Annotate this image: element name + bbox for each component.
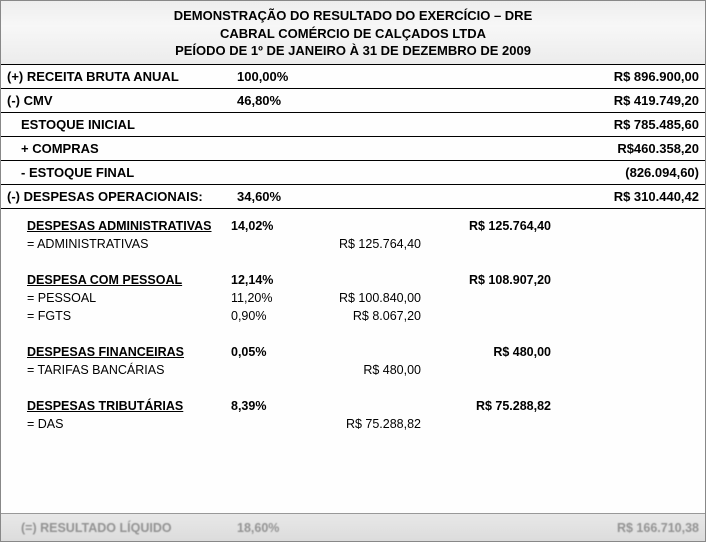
group-title: DESPESAS TRIBUTÁRIAS: [7, 399, 231, 413]
amount: R$460.358,20: [549, 141, 699, 156]
amount: R$ 785.485,60: [549, 117, 699, 132]
expense-breakdown: DESPESAS ADMINISTRATIVAS 14,02% R$ 125.7…: [1, 209, 705, 457]
group-title: DESPESA COM PESSOAL: [7, 273, 231, 287]
group-total: R$ 480,00: [431, 345, 551, 359]
label: (+) RECEITA BRUTA ANUAL: [7, 69, 237, 84]
label: (-) DESPESAS OPERACIONAIS:: [7, 189, 237, 204]
group-title: DESPESAS ADMINISTRATIVAS: [7, 219, 231, 233]
item-label: = ADMINISTRATIVAS: [7, 237, 231, 251]
group-header: DESPESA COM PESSOAL 12,14% R$ 108.907,20: [7, 271, 699, 289]
report-header: DEMONSTRAÇÃO DO RESULTADO DO EXERCÍCIO –…: [1, 1, 705, 65]
group-total: R$ 125.764,40: [431, 219, 551, 233]
item-value: R$ 100.840,00: [311, 291, 431, 305]
group-header: DESPESAS TRIBUTÁRIAS 8,39% R$ 75.288,82: [7, 397, 699, 415]
pct: 34,60%: [237, 189, 337, 204]
item-label: = DAS: [7, 417, 231, 431]
label: (-) CMV: [7, 93, 237, 108]
group-title: DESPESAS FINANCEIRAS: [7, 345, 231, 359]
label: - ESTOQUE FINAL: [7, 165, 237, 180]
group-item: = FGTS 0,90% R$ 8.067,20: [7, 307, 699, 325]
amount: R$ 166.710,38: [549, 521, 699, 535]
group-item: = PESSOAL 11,20% R$ 100.840,00: [7, 289, 699, 307]
item-value: R$ 125.764,40: [311, 237, 431, 251]
group-item: = DAS R$ 75.288,82: [7, 415, 699, 433]
item-value: R$ 8.067,20: [311, 309, 431, 323]
amount: R$ 896.900,00: [549, 69, 699, 84]
group-admin: DESPESAS ADMINISTRATIVAS 14,02% R$ 125.7…: [7, 217, 699, 253]
row-estoque-final: - ESTOQUE FINAL (826.094,60): [1, 161, 705, 185]
dre-page: DEMONSTRAÇÃO DO RESULTADO DO EXERCÍCIO –…: [0, 0, 706, 542]
group-pct: 12,14%: [231, 273, 311, 287]
group-financeiras: DESPESAS FINANCEIRAS 0,05% R$ 480,00 = T…: [7, 343, 699, 379]
group-pct: 14,02%: [231, 219, 311, 233]
label: + COMPRAS: [7, 141, 237, 156]
group-item: = ADMINISTRATIVAS R$ 125.764,40: [7, 235, 699, 253]
group-total: R$ 108.907,20: [431, 273, 551, 287]
label: ESTOQUE INICIAL: [7, 117, 237, 132]
item-label: = TARIFAS BANCÁRIAS: [7, 363, 231, 377]
amount: (826.094,60): [549, 165, 699, 180]
row-resultado-liquido-cut: (=) RESULTADO LÍQUIDO 18,60% R$ 166.710,…: [1, 513, 705, 541]
header-line-1: DEMONSTRAÇÃO DO RESULTADO DO EXERCÍCIO –…: [5, 7, 701, 25]
row-despesas-operacionais: (-) DESPESAS OPERACIONAIS: 34,60% R$ 310…: [1, 185, 705, 209]
group-pessoal: DESPESA COM PESSOAL 12,14% R$ 108.907,20…: [7, 271, 699, 325]
pct: 18,60%: [237, 521, 337, 535]
header-line-2: CABRAL COMÉRCIO DE CALÇADOS LTDA: [5, 25, 701, 43]
amount: R$ 419.749,20: [549, 93, 699, 108]
amount: R$ 310.440,42: [549, 189, 699, 204]
row-compras: + COMPRAS R$460.358,20: [1, 137, 705, 161]
group-tributarias: DESPESAS TRIBUTÁRIAS 8,39% R$ 75.288,82 …: [7, 397, 699, 433]
group-header: DESPESAS FINANCEIRAS 0,05% R$ 480,00: [7, 343, 699, 361]
item-label: = FGTS: [7, 309, 231, 323]
row-estoque-inicial: ESTOQUE INICIAL R$ 785.485,60: [1, 113, 705, 137]
group-header: DESPESAS ADMINISTRATIVAS 14,02% R$ 125.7…: [7, 217, 699, 235]
item-pct: 0,90%: [231, 309, 311, 323]
item-pct: 11,20%: [231, 291, 311, 305]
group-pct: 0,05%: [231, 345, 311, 359]
row-cmv: (-) CMV 46,80% R$ 419.749,20: [1, 89, 705, 113]
header-line-3: PEÍODO DE 1º DE JANEIRO À 31 DE DEZEMBRO…: [5, 42, 701, 60]
group-item: = TARIFAS BANCÁRIAS R$ 480,00: [7, 361, 699, 379]
item-value: R$ 480,00: [311, 363, 431, 377]
item-label: = PESSOAL: [7, 291, 231, 305]
group-pct: 8,39%: [231, 399, 311, 413]
group-total: R$ 75.288,82: [431, 399, 551, 413]
pct: 100,00%: [237, 69, 337, 84]
label: (=) RESULTADO LÍQUIDO: [7, 521, 237, 535]
row-receita-bruta: (+) RECEITA BRUTA ANUAL 100,00% R$ 896.9…: [1, 65, 705, 89]
pct: 46,80%: [237, 93, 337, 108]
item-value: R$ 75.288,82: [311, 417, 431, 431]
